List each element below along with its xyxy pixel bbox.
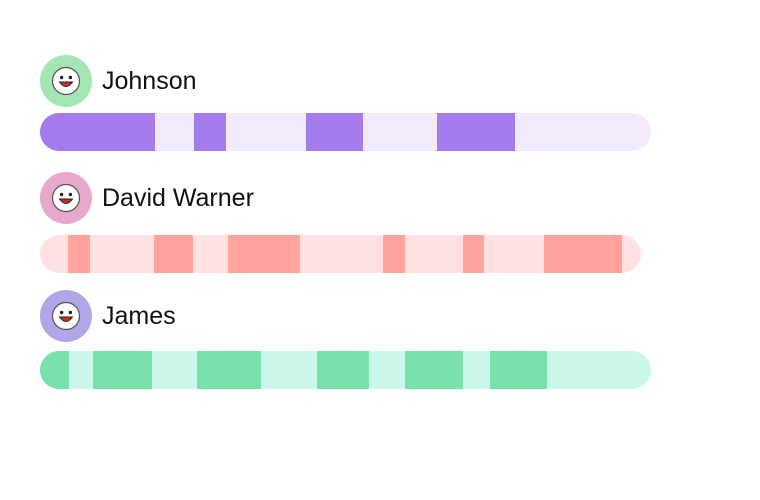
availability-segment (93, 351, 153, 389)
availability-segment (68, 235, 90, 273)
availability-bar (40, 113, 651, 151)
availability-segment (383, 235, 405, 273)
availability-segment (489, 351, 548, 389)
person-name: David Warner (102, 183, 254, 212)
availability-segment (543, 235, 623, 273)
availability-bar (40, 351, 651, 389)
availability-segment (317, 351, 370, 389)
availability-segment (462, 235, 484, 273)
availability-segment (197, 351, 262, 389)
availability-segment (436, 113, 515, 151)
avatar (40, 290, 92, 342)
person-name: Johnson (102, 66, 197, 95)
availability-segment (40, 351, 69, 389)
availability-segment (193, 113, 226, 151)
availability-segment (306, 113, 364, 151)
availability-segment (40, 113, 156, 151)
person-header: Johnson (40, 55, 197, 107)
availability-segment (153, 235, 193, 273)
smiley-face-icon (51, 66, 81, 96)
smiley-face-icon (51, 183, 81, 213)
avatar (40, 172, 92, 224)
person-name: James (102, 301, 176, 330)
person-header: James (40, 290, 176, 342)
avatar (40, 55, 92, 107)
availability-segment (228, 235, 301, 273)
person-header: David Warner (40, 172, 254, 224)
availability-segment (405, 351, 463, 389)
smiley-face-icon (51, 301, 81, 331)
availability-bar (40, 235, 641, 273)
